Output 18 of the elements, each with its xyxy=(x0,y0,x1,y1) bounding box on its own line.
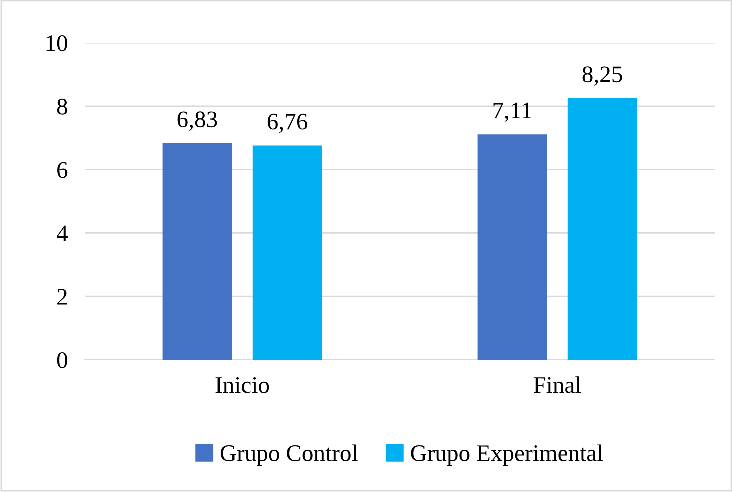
bar xyxy=(252,146,322,360)
x-tick-label: Final xyxy=(534,376,582,394)
y-tick-label: 8 xyxy=(57,98,68,115)
y-tick-label: 0 xyxy=(57,352,68,368)
y-tick-label: 2 xyxy=(58,289,68,305)
data-label: 8,25 xyxy=(582,66,622,86)
bar xyxy=(478,134,548,360)
y-tick-label: 4 xyxy=(56,226,68,242)
data-label: 6,76 xyxy=(268,114,308,134)
y-tick-label: 10 xyxy=(46,35,68,52)
bar xyxy=(162,143,232,360)
legend-label: Grupo Experimental xyxy=(411,444,604,466)
bar xyxy=(568,98,638,360)
legend-label: Grupo Control xyxy=(220,444,358,466)
data-label: 6,83 xyxy=(178,112,218,131)
x-tick-label: Inicio xyxy=(216,377,270,394)
data-label: 7,11 xyxy=(494,102,532,122)
y-tick-label: 6 xyxy=(58,162,68,178)
